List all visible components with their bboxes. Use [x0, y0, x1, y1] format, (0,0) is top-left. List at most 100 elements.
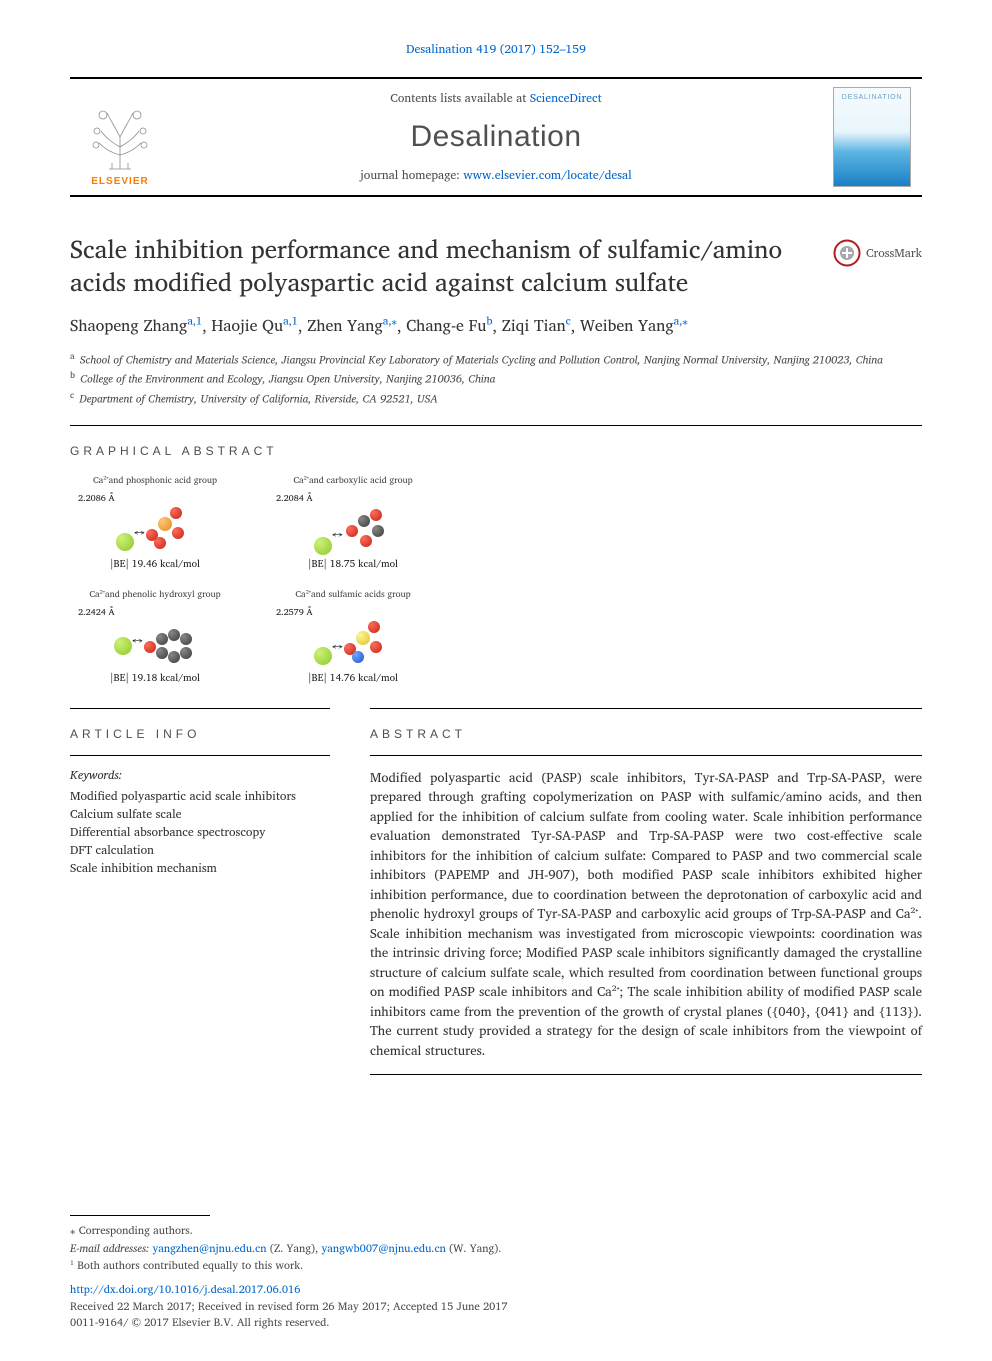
keywords-list: Modified polyaspartic acid scale inhibit…: [70, 788, 330, 878]
footnotes: ⁎ Corresponding authors. E-mail addresse…: [70, 1215, 922, 1275]
sciencedirect-link[interactable]: ScienceDirect: [530, 89, 602, 108]
ga-molecule: ↔: [308, 621, 398, 666]
author-affil-link[interactable]: a,⁎: [383, 312, 397, 330]
atom: [168, 629, 180, 641]
keyword: Calcium sulfate scale: [70, 806, 330, 824]
publisher-logo-block: ELSEVIER: [70, 79, 170, 195]
atom: [314, 537, 332, 555]
email-label: E-mail addresses:: [70, 1239, 152, 1257]
keyword: Modified polyaspartic acid scale inhibit…: [70, 788, 330, 806]
article-title: Scale inhibition performance and mechani…: [70, 233, 817, 298]
atom: [314, 647, 332, 665]
ga-group-label: Ca²⁺and sulfamic acids group: [295, 586, 410, 601]
atom: [156, 633, 168, 645]
author-affil-link[interactable]: a,1: [187, 312, 202, 330]
crossmark-badge[interactable]: CrossMark: [833, 239, 922, 267]
affiliation: c Department of Chemistry, University of…: [70, 388, 922, 407]
ga-binding-energy: |BE| 14.76 kcal/mol: [308, 670, 398, 686]
crossmark-label: CrossMark: [866, 244, 922, 263]
atom: [144, 641, 156, 653]
author-affil-link[interactable]: a,1: [283, 312, 298, 330]
atom: [360, 535, 372, 547]
issn-line: 0011-9164/ © 2017 Elsevier B.V. All righ…: [70, 1314, 922, 1331]
affiliations: a School of Chemistry and Materials Scie…: [70, 349, 922, 406]
ga-molecule: ↔: [110, 621, 200, 666]
ga-cell: Ca²⁺and sulfamic acids group 2.2579 Å ↔ |BE…: [268, 586, 438, 686]
equal-contrib-note: ¹ Both authors contributed equally to th…: [70, 1257, 922, 1275]
author-affil-link[interactable]: a,⁎: [674, 312, 688, 330]
cover-thumb-block: DESALINATION: [822, 79, 922, 195]
divider-rule: [70, 755, 330, 756]
atom: [352, 651, 364, 663]
homepage-line: journal homepage: www.elsevier.com/locat…: [170, 166, 822, 185]
distance-arrow-icon: ↔: [332, 529, 343, 540]
distance-arrow-icon: ↔: [132, 635, 143, 646]
atom: [168, 651, 180, 663]
elsevier-label: ELSEVIER: [91, 176, 148, 187]
ga-distance: 2.2086 Å: [78, 490, 115, 505]
atom: [180, 633, 192, 645]
atom: [358, 515, 370, 527]
ga-binding-energy: |BE| 19.46 kcal/mol: [110, 556, 200, 572]
abstract-text: Modified polyaspartic acid (PASP) scale …: [370, 768, 922, 1061]
affiliation: a School of Chemistry and Materials Scie…: [70, 349, 922, 368]
journal-cover-thumb: DESALINATION: [833, 87, 911, 187]
ga-distance: 2.2579 Å: [276, 604, 313, 619]
article-info-heading: ARTICLE INFO: [70, 727, 330, 741]
ga-binding-energy: |BE| 19.18 kcal/mol: [110, 670, 200, 686]
atom: [116, 533, 134, 551]
graphical-abstract-heading: GRAPHICAL ABSTRACT: [70, 444, 922, 458]
atom: [370, 641, 382, 653]
info-abstract-row: ARTICLE INFO Keywords: Modified polyaspa…: [70, 708, 922, 1076]
author-affil-link[interactable]: b: [486, 312, 492, 330]
citation-link[interactable]: Desalination 419 (2017) 152–159: [406, 40, 586, 59]
article-info-column: ARTICLE INFO Keywords: Modified polyaspa…: [70, 708, 330, 1076]
author: Weiben Yanga,⁎: [580, 313, 688, 339]
contents-prefix: Contents lists available at: [390, 89, 530, 108]
doi-link[interactable]: http://dx.doi.org/10.1016/j.desal.2017.0…: [70, 1280, 300, 1298]
email-line: E-mail addresses: yangzhen@njnu.edu.cn (…: [70, 1240, 922, 1258]
masthead: ELSEVIER Contents lists available at Sci…: [70, 77, 922, 197]
atom: [346, 525, 358, 537]
atom: [170, 507, 182, 519]
top-citation-link: Desalination 419 (2017) 152–159: [70, 40, 922, 59]
atom: [356, 631, 370, 645]
ga-group-label: Ca²⁺and carboxylic acid group: [293, 472, 412, 487]
journal-name: Desalination: [170, 120, 822, 154]
distance-arrow-icon: ↔: [332, 641, 343, 652]
received-line: Received 22 March 2017; Received in revi…: [70, 1298, 922, 1315]
ga-distance: 2.2424 Å: [78, 604, 115, 619]
atom: [172, 527, 184, 539]
ga-group-label: Ca²⁺and phosphonic acid group: [93, 472, 217, 487]
author: Shaopeng Zhanga,1: [70, 313, 202, 339]
ga-binding-energy: |BE| 18.75 kcal/mol: [308, 556, 398, 572]
homepage-link[interactable]: www.elsevier.com/locate/desal: [463, 166, 632, 185]
atom: [180, 647, 192, 659]
keyword: DFT calculation: [70, 842, 330, 860]
footnote-rule: [70, 1215, 210, 1216]
ga-cell: Ca²⁺and phosphonic acid group 2.2086 Å ↔ |B…: [70, 472, 240, 572]
author-affil-link[interactable]: c: [566, 312, 571, 330]
author: Chang-e Fub: [406, 313, 492, 339]
atom: [158, 517, 172, 531]
ga-molecule: ↔: [308, 507, 398, 552]
crossmark-icon: [833, 239, 861, 267]
ga-grid: Ca²⁺and phosphonic acid group 2.2086 Å ↔ |B…: [70, 472, 922, 686]
elsevier-tree-icon: [85, 103, 155, 173]
abstract-column: ABSTRACT Modified polyaspartic acid (PAS…: [370, 708, 922, 1076]
divider-rule: [70, 708, 330, 709]
affiliation: b College of the Environment and Ecology…: [70, 368, 922, 387]
email-link[interactable]: yangzhen@njnu.edu.cn: [152, 1239, 266, 1257]
atom: [370, 509, 382, 521]
divider-rule: [370, 1074, 922, 1075]
masthead-center: Contents lists available at ScienceDirec…: [170, 79, 822, 195]
keyword: Scale inhibition mechanism: [70, 860, 330, 878]
author: Ziqi Tianc: [502, 313, 571, 339]
atom: [368, 621, 380, 633]
email-link[interactable]: yangwb007@njnu.edu.cn: [321, 1239, 445, 1257]
atom: [156, 647, 168, 659]
homepage-prefix: journal homepage:: [360, 166, 463, 185]
ga-molecule: ↔: [110, 507, 200, 552]
corresponding-note: ⁎ Corresponding authors.: [70, 1222, 922, 1240]
author-list: Shaopeng Zhanga,1, Haojie Qua,1, Zhen Ya…: [70, 312, 922, 339]
